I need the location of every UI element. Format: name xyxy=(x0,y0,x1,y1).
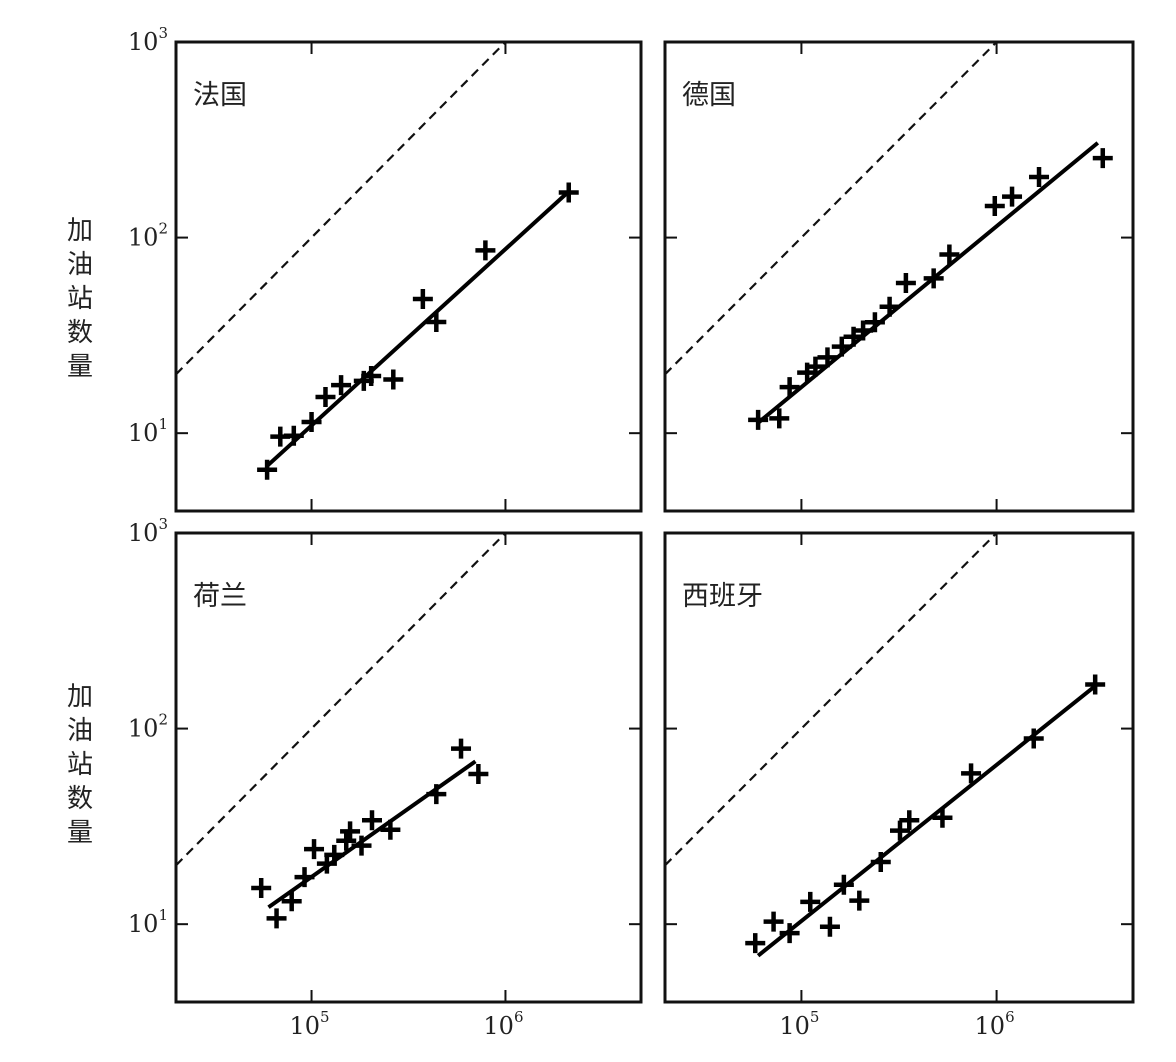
data-point xyxy=(336,830,357,851)
panel-netherlands: 101 102 103 105 106 荷兰 xyxy=(128,515,643,1040)
y-axis-label-char: 站 xyxy=(66,284,93,314)
data-point xyxy=(1023,728,1044,749)
y-axis-label-char: 加 xyxy=(66,682,93,712)
fit-line xyxy=(267,759,477,909)
y-axis-label-char: 数 xyxy=(66,784,93,814)
data-point xyxy=(748,409,769,430)
data-point xyxy=(769,408,790,429)
data-point xyxy=(361,810,382,831)
data-point xyxy=(304,839,325,860)
data-point xyxy=(340,821,361,842)
data-point xyxy=(257,459,278,480)
data-point xyxy=(451,738,472,759)
y-tick-label: 101 xyxy=(128,415,168,447)
data-point xyxy=(849,890,870,911)
data-point xyxy=(895,272,916,293)
data-point xyxy=(961,763,982,784)
data-point xyxy=(853,320,874,341)
data-point xyxy=(805,356,826,377)
data-point xyxy=(831,336,852,357)
data-point xyxy=(315,387,336,408)
panel-germany: 德国 xyxy=(663,40,1135,513)
data-point xyxy=(1029,167,1050,188)
data-point xyxy=(1085,674,1106,695)
data-point xyxy=(475,240,496,261)
panel-title-france: 法国 xyxy=(193,80,247,111)
x-tick-label: 105 xyxy=(779,1008,819,1040)
y-tick-label: 102 xyxy=(128,220,168,252)
y-axis-label-char: 量 xyxy=(66,352,93,382)
data-point xyxy=(932,807,953,828)
data-point xyxy=(879,296,900,317)
y-tick-label: 103 xyxy=(128,24,168,56)
data-point xyxy=(899,810,920,831)
data-point xyxy=(426,784,447,805)
reference-line xyxy=(176,42,508,376)
y-axis-label-char: 数 xyxy=(66,318,93,348)
y-axis-label-char: 站 xyxy=(66,750,93,780)
data-point xyxy=(870,851,891,872)
plot-frame xyxy=(663,40,1135,513)
panel-title-germany: 德国 xyxy=(682,80,736,111)
y-axis-label-char: 油 xyxy=(66,716,93,746)
reference-line xyxy=(665,533,999,867)
data-point xyxy=(864,312,885,333)
fit-line xyxy=(756,685,1096,958)
data-point xyxy=(939,244,960,265)
data-point xyxy=(923,268,944,289)
data-point xyxy=(763,911,784,932)
data-point xyxy=(283,425,304,446)
data-point xyxy=(412,289,433,310)
data-point xyxy=(426,312,447,333)
data-point xyxy=(281,891,302,912)
data-point xyxy=(294,867,315,888)
reference-line xyxy=(665,42,999,376)
data-point xyxy=(331,375,352,396)
data-point xyxy=(324,844,345,865)
data-point xyxy=(984,196,1005,217)
data-point xyxy=(779,377,800,398)
data-point xyxy=(745,933,766,954)
data-point xyxy=(819,916,840,937)
plot-frame xyxy=(663,531,1135,1004)
data-point xyxy=(251,878,272,899)
data-point xyxy=(779,923,800,944)
x-tick-label: 105 xyxy=(289,1008,329,1040)
data-point xyxy=(558,182,579,203)
data-point xyxy=(833,874,854,895)
data-point xyxy=(817,347,838,368)
data-point xyxy=(890,820,911,841)
data-point xyxy=(800,891,821,912)
data-point xyxy=(468,763,489,784)
y-axis-label-bottom: 加油站数量 xyxy=(60,680,100,850)
y-tick-label: 102 xyxy=(128,711,168,743)
y-axis-label-char: 加 xyxy=(66,216,93,246)
panel-france: 101 102 103 法国 xyxy=(128,24,643,513)
data-point xyxy=(1092,148,1113,169)
y-axis-label-char: 油 xyxy=(66,250,93,280)
data-point xyxy=(1002,186,1023,207)
data-point xyxy=(380,819,401,840)
panel-spain: 105 106 西班牙 xyxy=(663,531,1135,1040)
data-point xyxy=(266,908,287,929)
y-axis-label-top: 加油站数量 xyxy=(60,214,100,384)
data-point xyxy=(351,835,372,856)
data-point xyxy=(383,369,404,390)
reference-line xyxy=(176,533,508,867)
x-tick-label: 106 xyxy=(483,1008,523,1040)
data-point xyxy=(361,366,382,387)
data-point xyxy=(301,412,322,433)
y-tick-label: 103 xyxy=(128,515,168,547)
x-tick-label: 106 xyxy=(975,1008,1015,1040)
y-axis-label-char: 量 xyxy=(66,818,93,848)
panel-title-netherlands: 荷兰 xyxy=(193,581,247,612)
y-tick-label: 101 xyxy=(128,906,168,938)
plot-frame xyxy=(174,40,643,513)
panel-title-spain: 西班牙 xyxy=(682,581,763,612)
plot-frame xyxy=(174,531,643,1004)
